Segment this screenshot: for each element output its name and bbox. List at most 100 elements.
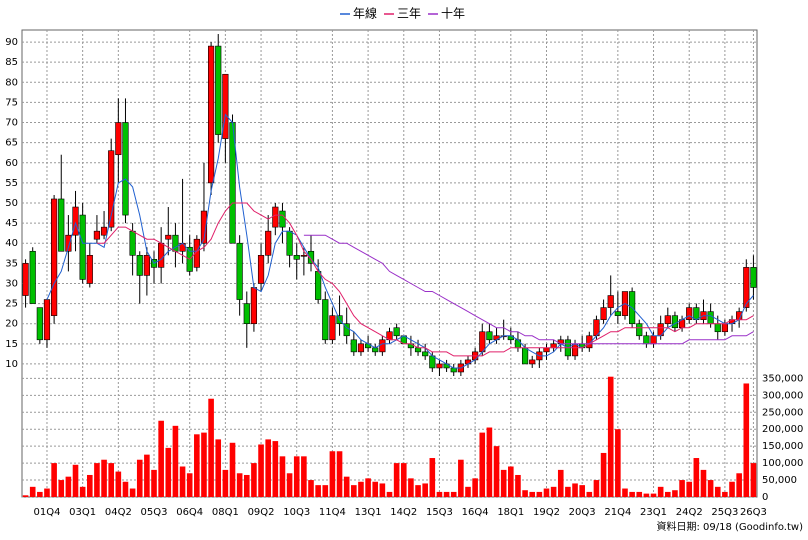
y-tick-label: 30: [5, 278, 18, 289]
candle-body: [115, 122, 122, 156]
volume-bar: [372, 481, 379, 497]
candle-body: [650, 335, 657, 345]
x-tick-label: 18Q1: [497, 507, 524, 518]
y2-tick-label: 200,000: [762, 424, 803, 435]
volume-bar: [672, 490, 678, 497]
y-tick-label: 55: [5, 178, 18, 189]
volume-bar: [229, 442, 236, 497]
volume-bar: [472, 478, 478, 497]
volume-bar: [44, 488, 50, 497]
candle-body: [43, 299, 51, 341]
candle-body: [636, 323, 643, 337]
volume-bar: [615, 429, 621, 497]
x-tick-label: 13Q1: [355, 507, 382, 518]
y-tick-label: 25: [5, 299, 18, 310]
volume-bar: [293, 456, 300, 497]
volume-bar: [122, 481, 129, 497]
ma-line: [96, 202, 754, 357]
volume-bar: [450, 491, 457, 497]
volume-bar: [393, 463, 400, 497]
ma-line: [46, 113, 754, 369]
candle-body: [58, 198, 65, 252]
x-tick-label: 04Q2: [105, 507, 132, 518]
candle-body: [265, 230, 272, 256]
volume-bar: [37, 491, 43, 497]
volume-bar: [358, 481, 364, 497]
candle-body: [215, 45, 222, 135]
y-tick-label: 40: [5, 238, 18, 249]
volume-bar: [258, 444, 264, 497]
volume-bar: [650, 493, 657, 497]
volume-bar: [422, 483, 428, 497]
volume-bar: [22, 495, 29, 497]
candle-body: [607, 295, 614, 308]
candle-body: [529, 359, 536, 365]
y-tick-label: 70: [5, 118, 18, 129]
y-tick-label: 35: [5, 258, 18, 269]
candle-body: [36, 307, 43, 341]
volume-bar: [636, 491, 643, 497]
candle-body: [86, 255, 93, 284]
volume-bar: [522, 490, 528, 497]
x-tick-label: 03Q1: [69, 507, 96, 518]
candle-body: [486, 331, 493, 341]
x-tick-label: 11Q4: [319, 507, 346, 518]
volume-bar: [700, 469, 707, 497]
candle-body: [686, 307, 693, 320]
volume-bar: [172, 425, 179, 497]
candle-body: [600, 307, 607, 320]
volume-bar: [215, 439, 222, 497]
y-tick-label: 15: [5, 339, 18, 350]
volume-bar: [729, 481, 735, 497]
candle-body: [51, 198, 58, 316]
candle-body: [743, 267, 750, 308]
volume-bar: [536, 491, 543, 497]
candle-body: [250, 287, 258, 324]
y-tick-label: 10: [5, 359, 18, 370]
volume-bar: [736, 473, 742, 497]
volume-bar: [343, 476, 350, 497]
y2-tick-label: 0: [762, 492, 768, 503]
y2-tick-label: 150,000: [762, 441, 803, 452]
x-tick-label: 06Q4: [176, 507, 203, 518]
volume-bar: [79, 486, 86, 497]
volume-bar: [222, 469, 229, 497]
candle-body: [286, 230, 293, 256]
candle-body: [721, 323, 728, 333]
ma-line: [303, 234, 754, 345]
volume-bar: [129, 488, 136, 497]
candle-body: [272, 206, 279, 228]
volume-bar: [415, 485, 421, 497]
volume-bar: [136, 459, 143, 497]
x-tick-label: 10Q3: [283, 507, 310, 518]
candle-body: [329, 315, 336, 341]
x-tick-label: 23Q1: [640, 507, 667, 518]
volume-bar: [286, 473, 293, 497]
volume-bar: [29, 486, 36, 497]
x-tick-label: 21Q4: [604, 507, 631, 518]
volume-bar: [279, 456, 286, 497]
candle-body: [436, 363, 443, 369]
candle-body: [550, 343, 557, 349]
volume-bar: [158, 420, 164, 497]
x-tick-label: 19Q2: [533, 507, 560, 518]
volume-bar: [529, 491, 536, 497]
y2-tick-label: 100,000: [762, 458, 803, 469]
volume-bar: [750, 463, 757, 497]
volume-bar: [165, 447, 172, 497]
volume-bar: [565, 486, 571, 497]
volume-bar: [508, 466, 514, 497]
volume-bar: [65, 476, 72, 497]
y2-tick-label: 50,000: [762, 475, 797, 486]
footnote: 資料日期: 09/18 (Goodinfo.tw): [656, 520, 803, 533]
volume-bar: [579, 485, 585, 497]
candle-body: [714, 323, 721, 333]
volume-bar: [686, 481, 693, 497]
volume-bar: [572, 483, 578, 497]
y-tick-label: 45: [5, 218, 18, 229]
volume-bar: [315, 485, 321, 497]
volume-bar: [586, 491, 593, 497]
candle-body: [208, 45, 215, 184]
volume-bar: [94, 463, 100, 497]
